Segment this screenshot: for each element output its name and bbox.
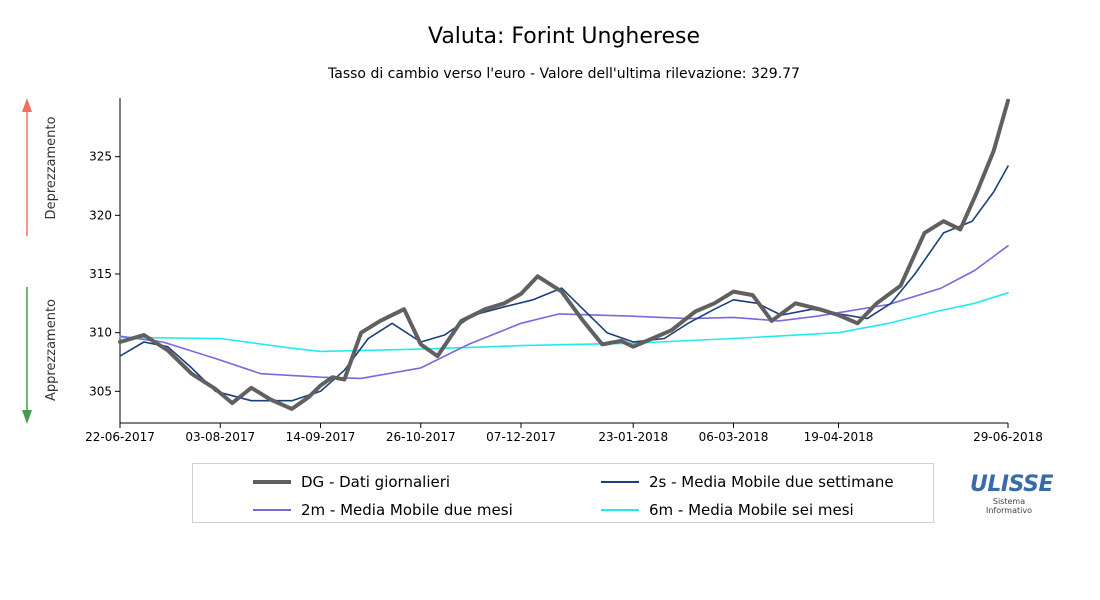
x-tick-label: 14-09-2017 [286, 430, 356, 444]
legend-item-dg: DG - Dati giornalieri [253, 473, 450, 491]
y-tick-label: 315 [89, 267, 112, 281]
legend-swatch-2m [253, 509, 291, 511]
logo-subtitle-line2: Informativo [986, 506, 1032, 515]
legend-swatch-dg [253, 480, 291, 484]
series-layer [118, 98, 1010, 411]
depreciation-arrow-head [22, 98, 32, 112]
x-tick-label: 19-04-2018 [804, 430, 874, 444]
legend-item-2m: 2m - Media Mobile due mesi [253, 501, 513, 519]
y-annotations: Deprezzamento Apprezzamento [22, 98, 59, 424]
chart-subtitle: Tasso di cambio verso l'euro - Valore de… [328, 66, 800, 82]
chart-title: Valuta: Forint Ungherese [427, 24, 701, 49]
logo-wordmark: ULISSE [970, 472, 1054, 497]
legend-item-6m: 6m - Media Mobile sei mesi [601, 501, 854, 519]
legend-item-2s: 2s - Media Mobile due settimane [601, 473, 894, 491]
ulisse-logo: ULISSE Sistema Informativo [970, 472, 1054, 515]
legend-swatch-2s [601, 481, 639, 483]
axes: 305 310 315 320 325 22-06-2017 03-08-2017 14-09… [85, 98, 1043, 444]
appreciation-label: Apprezzamento [44, 299, 59, 401]
x-tick-label: 29-06-2018 [973, 430, 1043, 444]
legend-label-2m: 2m - Media Mobile due mesi [301, 501, 513, 519]
y-tick-label: 320 [89, 208, 112, 222]
x-tick-label: 26-10-2017 [386, 430, 456, 444]
x-tick-label: 03-08-2017 [185, 430, 255, 444]
legend: DG - Dati giornalieri 2s - Media Mobile … [192, 463, 934, 523]
appreciation-arrow-head [22, 410, 32, 424]
y-tick-label: 310 [89, 326, 112, 340]
series-line-2m [119, 245, 1009, 380]
logo-subtitle: Sistema Informativo [970, 497, 1048, 515]
series-line-dg [118, 98, 1010, 411]
x-tick-label: 23-01-2018 [598, 430, 668, 444]
x-tick-label: 22-06-2017 [85, 430, 155, 444]
legend-label-2s: 2s - Media Mobile due settimane [649, 473, 894, 491]
series-line-2s [119, 165, 1009, 402]
y-tick-label: 325 [89, 150, 112, 164]
x-tick-label: 07-12-2017 [486, 430, 556, 444]
legend-swatch-6m [601, 509, 639, 511]
legend-label-dg: DG - Dati giornalieri [301, 473, 451, 491]
legend-label-6m: 6m - Media Mobile sei mesi [649, 501, 854, 519]
depreciation-label: Deprezzamento [44, 117, 59, 220]
series-line-6m [119, 292, 1009, 353]
logo-subtitle-line1: Sistema [992, 497, 1026, 506]
x-tick-label: 06-03-2018 [699, 430, 769, 444]
y-tick-label: 305 [89, 384, 112, 398]
